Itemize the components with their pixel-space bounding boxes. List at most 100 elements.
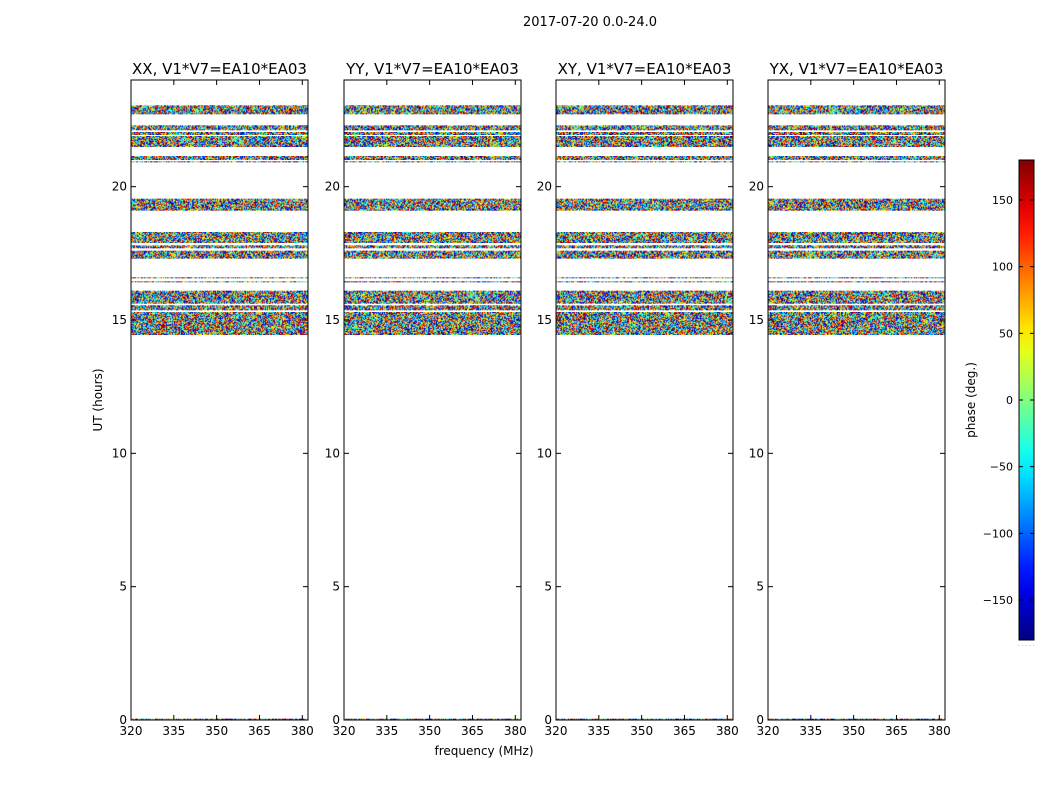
phase-band xyxy=(131,156,308,160)
phase-band xyxy=(556,161,733,163)
y-tick-label: 20 xyxy=(749,180,764,194)
phase-band xyxy=(556,305,733,311)
phase-band xyxy=(344,281,521,283)
panel-title: XX, V1*V7=EA10*EA03 xyxy=(132,60,307,78)
phase-band xyxy=(556,281,733,283)
y-tick-label: 0 xyxy=(544,713,552,727)
panel-background xyxy=(131,80,308,720)
y-tick-label: 15 xyxy=(537,313,552,327)
y-tick-label: 0 xyxy=(332,713,340,727)
panel-frame xyxy=(130,79,309,721)
phase-band xyxy=(768,245,945,249)
phase-band xyxy=(768,250,945,259)
y-tick-label: 5 xyxy=(119,580,127,594)
phase-band xyxy=(131,198,308,211)
y-tick-label: 20 xyxy=(112,180,127,194)
phase-band xyxy=(344,132,521,135)
phase-band xyxy=(556,277,733,279)
phase-band xyxy=(344,156,521,160)
x-tick-label: 320 xyxy=(333,724,356,738)
y-tick-label: 20 xyxy=(325,180,340,194)
x-tick-label: 320 xyxy=(120,724,143,738)
x-tick-label: 335 xyxy=(162,724,185,738)
panel-background xyxy=(344,80,521,720)
phase-band xyxy=(131,277,308,279)
phase-band xyxy=(131,312,308,335)
phase-band xyxy=(556,290,733,304)
panel-title: XY, V1*V7=EA10*EA03 xyxy=(558,60,732,78)
y-tick-label: 10 xyxy=(537,446,552,460)
colorbar-tick-label: −100 xyxy=(983,527,1013,540)
x-tick-label: 350 xyxy=(842,724,865,738)
phase-band xyxy=(344,250,521,259)
phase-band xyxy=(768,277,945,279)
phase-band xyxy=(556,718,733,720)
phase-band xyxy=(768,718,945,720)
phase-band xyxy=(131,125,308,131)
colorbar-tick-label: 100 xyxy=(992,261,1013,274)
x-tick-label: 320 xyxy=(545,724,568,738)
phase-band xyxy=(556,198,733,211)
x-tick-label: 350 xyxy=(205,724,228,738)
phase-band xyxy=(768,156,945,160)
x-tick-label: 335 xyxy=(587,724,610,738)
y-tick-label: 5 xyxy=(544,580,552,594)
phase-band xyxy=(556,250,733,259)
phase-band xyxy=(131,136,308,147)
colorbar: 150 100 50 0 −50 −100 −150 xyxy=(983,159,1035,641)
phase-band xyxy=(344,312,521,335)
phase-band xyxy=(131,718,308,720)
phase-band xyxy=(556,156,733,160)
phase-band xyxy=(768,305,945,311)
phase-band xyxy=(768,125,945,131)
panel-background xyxy=(768,80,945,720)
phase-band xyxy=(131,245,308,249)
phase-band xyxy=(131,281,308,283)
phase-band xyxy=(131,290,308,304)
phase-band xyxy=(344,290,521,304)
panel-4: YX, V1*V7=EA10*EA03 320 335 350 365 380 0 5 10 15… xyxy=(749,60,951,738)
phase-band xyxy=(131,105,308,115)
phase-band xyxy=(131,132,308,135)
x-tick-label: 335 xyxy=(799,724,822,738)
panel-2: YY, V1*V7=EA10*EA03 320 335 350 365 380 0 5 10 15… xyxy=(325,60,527,738)
x-tick-label: 335 xyxy=(375,724,398,738)
phase-band xyxy=(344,232,521,243)
phase-band xyxy=(556,245,733,249)
panel-1: XX, V1*V7=EA10*EA03 320 335 350 365 380 0 5 10 15… xyxy=(112,60,314,738)
phase-band xyxy=(768,105,945,115)
panel-title: YX, V1*V7=EA10*EA03 xyxy=(769,60,944,78)
phase-band xyxy=(768,290,945,304)
phase-band xyxy=(344,245,521,249)
phase-band xyxy=(768,132,945,135)
phase-band xyxy=(344,305,521,311)
phase-band xyxy=(344,125,521,131)
x-tick-label: 380 xyxy=(928,724,951,738)
y-tick-label: 15 xyxy=(325,313,340,327)
x-tick-label: 365 xyxy=(885,724,908,738)
panels: XX, V1*V7=EA10*EA03 320 335 350 365 380 0 5 10 15… xyxy=(112,60,951,738)
x-tick-label: 365 xyxy=(248,724,271,738)
x-tick-label: 380 xyxy=(716,724,739,738)
colorbar-extra-label: · · · · · xyxy=(1017,643,1034,650)
y-tick-label: 10 xyxy=(749,446,764,460)
colorbar-tick-label: 50 xyxy=(999,327,1013,340)
panel-background xyxy=(556,80,733,720)
figure-suptitle: 2017-07-20 0.0-24.0 xyxy=(523,15,657,30)
phase-band xyxy=(556,105,733,115)
y-tick-label: 0 xyxy=(756,713,764,727)
panel-frame xyxy=(555,79,734,721)
colorbar-tick-label: −50 xyxy=(990,461,1013,474)
phase-band xyxy=(768,136,945,147)
y-tick-label: 10 xyxy=(325,446,340,460)
phase-band xyxy=(768,232,945,243)
phase-band xyxy=(556,136,733,147)
y-tick-label: 10 xyxy=(112,446,127,460)
x-tick-label: 365 xyxy=(673,724,696,738)
phase-band xyxy=(344,105,521,115)
y-axis-label: UT (hours) xyxy=(91,368,105,431)
phase-band xyxy=(768,198,945,211)
phase-band xyxy=(344,161,521,163)
x-tick-label: 380 xyxy=(504,724,527,738)
